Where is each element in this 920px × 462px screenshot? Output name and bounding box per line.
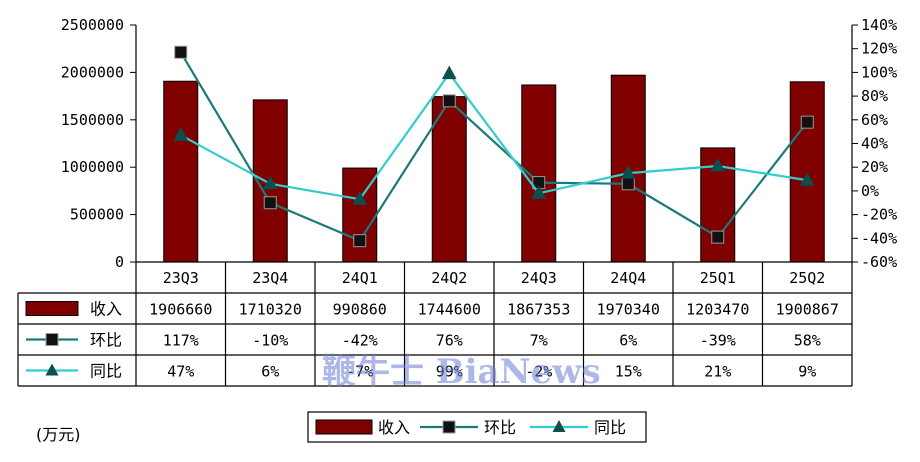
data-label: 1900867	[776, 301, 839, 319]
data-label: 47%	[167, 363, 194, 381]
category-label: 23Q3	[163, 269, 199, 287]
data-label: 1203470	[686, 301, 749, 319]
data-label: -10%	[252, 332, 288, 350]
left-tick-label: 0	[115, 253, 124, 271]
data-label: 990860	[333, 301, 387, 319]
bar-24Q3	[521, 84, 557, 263]
data-label: 1970340	[597, 301, 660, 319]
data-label: 58%	[794, 332, 821, 350]
category-label: 25Q1	[700, 269, 736, 287]
bar-24Q2	[431, 96, 467, 263]
yoy-point-24Q4	[620, 165, 636, 179]
right-tick-label: 0%	[861, 182, 879, 200]
data-label: -39%	[700, 332, 736, 350]
legend-label: 收入	[378, 418, 410, 437]
right-tick-label: 120%	[861, 40, 897, 58]
qoq-point-23Q4	[263, 196, 277, 210]
yoy-point-24Q2	[441, 65, 457, 80]
data-label: 117%	[163, 332, 199, 350]
data-label: 1710320	[239, 301, 302, 319]
qoq-point-24Q1	[353, 234, 367, 248]
data-label: 6%	[261, 363, 279, 381]
right-tick-label: -60%	[861, 253, 897, 271]
qoq-line	[179, 51, 809, 243]
watermark: 鞭牛士 BiaNews	[322, 352, 601, 392]
unit-note: (万元)	[36, 425, 81, 444]
bar-25Q2	[789, 81, 825, 263]
row-name: 环比	[90, 331, 122, 350]
yoy-point-24Q1	[352, 191, 368, 205]
qoq-point-25Q2	[800, 115, 814, 129]
data-label: 1906660	[149, 301, 212, 319]
qoq-point-23Q3	[174, 45, 188, 59]
qoq-point-24Q2	[442, 94, 456, 108]
data-label: -7%	[346, 363, 373, 381]
right-tick-label: 140%	[861, 16, 897, 34]
yoy-line	[180, 71, 808, 201]
row-key-bar	[25, 301, 79, 316]
row-name: 收入	[90, 300, 122, 319]
yoy-point-25Q2	[799, 172, 815, 186]
data-label: 15%	[615, 363, 642, 381]
lines-group	[173, 45, 815, 248]
category-label: 23Q4	[252, 269, 288, 287]
category-label: 24Q2	[431, 269, 467, 287]
yoy-point-23Q4	[262, 175, 278, 190]
data-label: 6%	[619, 332, 637, 350]
qoq-point-25Q1	[711, 230, 725, 244]
data-label: -42%	[342, 332, 378, 350]
right-tick-label: 100%	[861, 63, 897, 81]
yoy-point-23Q3	[173, 127, 189, 141]
row-key-marker	[45, 363, 59, 376]
right-tick-label: 60%	[861, 111, 888, 129]
qoq-point-24Q4	[621, 177, 635, 191]
legend-label: 同比	[594, 418, 626, 437]
yoy-point-24Q3	[531, 185, 547, 199]
right-tick-label: 80%	[861, 87, 888, 105]
axes-group: 0 500000 1000000 1500000 2000000 2500000 -60% -…	[61, 16, 897, 271]
bar-23Q3	[163, 80, 199, 263]
legend-label: 环比	[484, 418, 516, 437]
left-tick-label: 2500000	[61, 16, 124, 34]
data-label: 9%	[798, 363, 816, 381]
bars-group	[163, 74, 825, 263]
left-tick-label: 1000000	[61, 158, 124, 176]
right-tick-label: 40%	[861, 135, 888, 153]
data-label: 76%	[436, 332, 463, 350]
right-tick-label: 20%	[861, 158, 888, 176]
right-tick-label: -20%	[861, 206, 897, 224]
category-label: 24Q3	[521, 269, 557, 287]
data-label: 1744600	[418, 301, 481, 319]
row-key-marker	[45, 333, 59, 346]
right-tick-label: -40%	[861, 229, 897, 247]
yoy-point-25Q1	[710, 157, 726, 172]
legend-key-marker	[552, 420, 566, 432]
left-tick-label: 500000	[70, 206, 124, 224]
left-tick-label: 2000000	[61, 63, 124, 81]
data-label: -2%	[525, 363, 552, 381]
left-tick-label: 1500000	[61, 111, 124, 129]
data-label: 99%	[436, 363, 463, 381]
legend: 收入 环比 同比	[307, 411, 647, 443]
category-label: 25Q2	[789, 269, 825, 287]
row-name: 同比	[90, 362, 122, 381]
legend-key-marker	[442, 420, 456, 434]
data-label: 7%	[530, 332, 548, 350]
category-label: 24Q1	[342, 269, 378, 287]
data-label: 21%	[704, 363, 731, 381]
data-label: 1867353	[507, 301, 570, 319]
data-table: 23Q3 23Q4 24Q1 24Q2 24Q3 24Q4 25Q1 25Q2 1906660 1…	[17, 261, 853, 387]
legend-key-bar	[315, 419, 373, 435]
category-label: 24Q4	[610, 269, 646, 287]
